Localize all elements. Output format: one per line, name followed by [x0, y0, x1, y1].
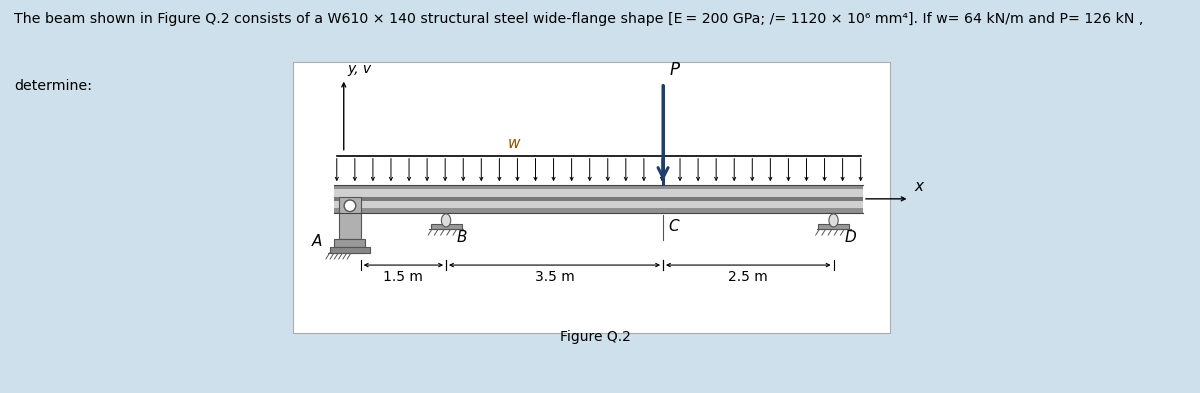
Text: C: C	[668, 219, 679, 234]
Text: B: B	[457, 230, 468, 245]
Text: 1.5 m: 1.5 m	[384, 270, 424, 284]
Text: x: x	[914, 179, 923, 194]
Ellipse shape	[442, 214, 451, 227]
Text: A: A	[312, 235, 322, 250]
Bar	[431, 224, 462, 229]
Bar	[335, 197, 863, 200]
Bar	[330, 246, 370, 253]
Text: 3.5 m: 3.5 m	[535, 270, 575, 284]
Text: w: w	[508, 136, 521, 151]
Text: P: P	[670, 61, 680, 79]
Bar	[335, 185, 863, 213]
Text: determine:: determine:	[14, 79, 92, 93]
Circle shape	[344, 200, 355, 211]
Text: 2.5 m: 2.5 m	[728, 270, 768, 284]
Bar	[335, 239, 366, 246]
Bar	[335, 185, 863, 189]
Text: y, v: y, v	[347, 62, 371, 75]
Text: Figure Q.2: Figure Q.2	[560, 330, 631, 343]
FancyBboxPatch shape	[293, 62, 890, 333]
Bar	[335, 208, 863, 213]
Text: D: D	[845, 230, 856, 245]
Ellipse shape	[829, 214, 839, 227]
Bar	[340, 197, 361, 239]
Text: The beam shown in Figure Q.2 consists of a W610 × 140 structural steel wide-flan: The beam shown in Figure Q.2 consists of…	[14, 12, 1144, 26]
Bar	[818, 224, 850, 229]
